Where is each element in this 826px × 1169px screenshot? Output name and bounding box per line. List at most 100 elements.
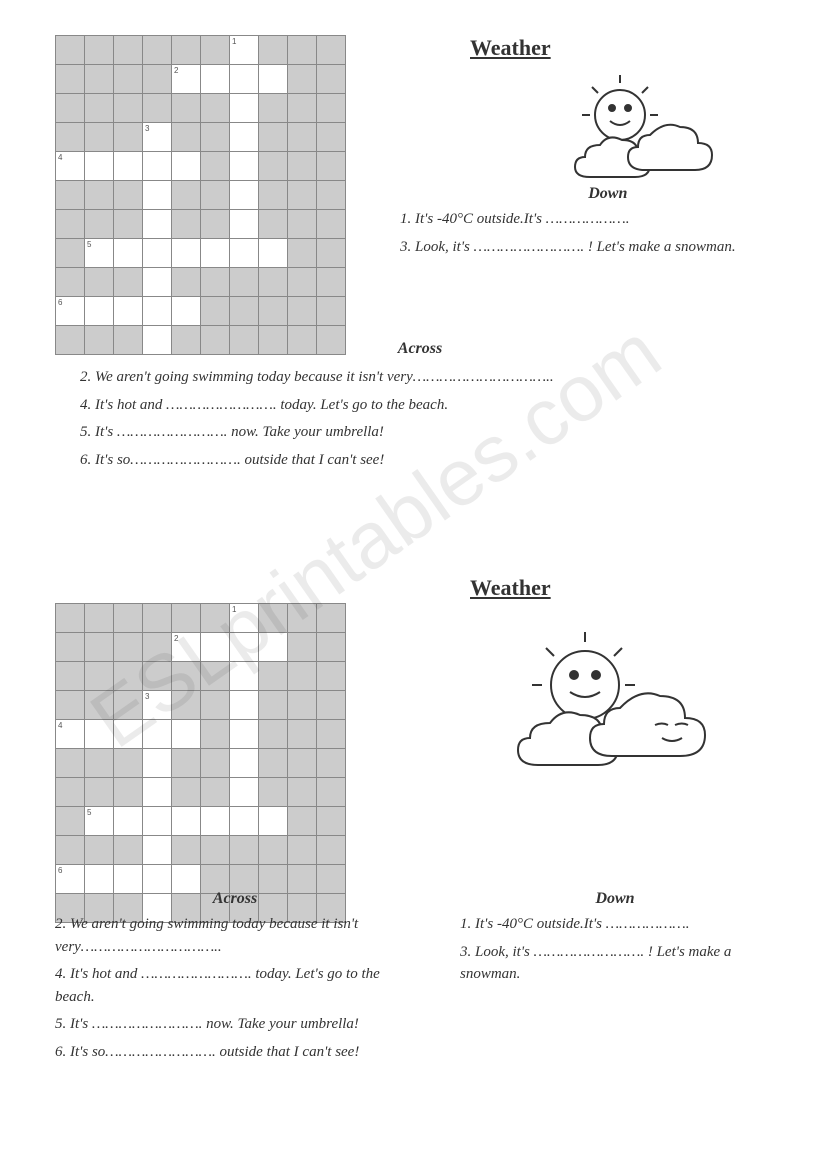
- grid-cell: [201, 94, 230, 123]
- grid-cell: [56, 633, 85, 662]
- across-heading-2: Across: [55, 890, 415, 908]
- grid-cell: [85, 604, 114, 633]
- grid-cell: [288, 94, 317, 123]
- grid-cell: [230, 633, 259, 662]
- grid-cell: [317, 807, 346, 836]
- grid-cell: [56, 268, 85, 297]
- grid-cell: [85, 36, 114, 65]
- grid-cell: 6: [56, 297, 85, 326]
- grid-cell: [259, 239, 288, 268]
- grid-cell: [201, 152, 230, 181]
- grid-cell: [317, 749, 346, 778]
- grid-cell: [85, 94, 114, 123]
- grid-cell: 2: [172, 65, 201, 94]
- title-2: Weather: [470, 575, 551, 601]
- grid-cell: [317, 604, 346, 633]
- grid-cell: [259, 181, 288, 210]
- across-heading-1: Across: [290, 340, 550, 358]
- grid-cell: [317, 720, 346, 749]
- grid-cell: [259, 691, 288, 720]
- grid-cell: [56, 807, 85, 836]
- grid-cell: [317, 268, 346, 297]
- grid-cell: [201, 65, 230, 94]
- grid-cell: [201, 297, 230, 326]
- grid-cell: [143, 807, 172, 836]
- grid-cell: [85, 65, 114, 94]
- grid-cell: [143, 297, 172, 326]
- grid-cell: [230, 94, 259, 123]
- grid-cell: [143, 36, 172, 65]
- grid-cell: [114, 297, 143, 326]
- grid-cell: [172, 662, 201, 691]
- grid-cell: [85, 181, 114, 210]
- grid-cell: [317, 181, 346, 210]
- grid-cell: [56, 65, 85, 94]
- grid-cell: [143, 239, 172, 268]
- across-clue-1-2: 4. It's hot and ……………………. today. Let's g…: [80, 394, 760, 417]
- grid-cell: [172, 239, 201, 268]
- grid-cell: [259, 268, 288, 297]
- grid-cell: [201, 836, 230, 865]
- grid-cell: [201, 633, 230, 662]
- grid-cell: [114, 181, 143, 210]
- grid-cell: [172, 123, 201, 152]
- grid-cell: 1: [230, 36, 259, 65]
- grid-cell: [259, 65, 288, 94]
- grid-cell: [201, 662, 230, 691]
- grid-cell: [172, 210, 201, 239]
- down-clue-1-1: 1. It's -40°C outside.It's ……………….: [400, 208, 736, 231]
- grid-cell: [288, 691, 317, 720]
- grid-cell: [56, 36, 85, 65]
- grid-cell: [288, 778, 317, 807]
- grid-cell: [56, 778, 85, 807]
- grid-cell: [230, 691, 259, 720]
- grid-cell: [114, 720, 143, 749]
- across-clue-1-4: 6. It's so……………………. outside that I can't…: [80, 449, 760, 472]
- grid-cell: [201, 807, 230, 836]
- grid-cell: [259, 720, 288, 749]
- grid-cell: [172, 778, 201, 807]
- grid-cell: [114, 807, 143, 836]
- grid-cell: [114, 604, 143, 633]
- grid-cell: [114, 633, 143, 662]
- grid-cell: [317, 94, 346, 123]
- grid-cell: [317, 297, 346, 326]
- grid-cell: [230, 181, 259, 210]
- grid-cell: [172, 720, 201, 749]
- grid-cell: [85, 633, 114, 662]
- across-clue-1-1: 2. We aren't going swimming today becaus…: [80, 366, 760, 389]
- grid-cell: [259, 297, 288, 326]
- grid-cell: [143, 210, 172, 239]
- grid-cell: [317, 65, 346, 94]
- grid-cell: 2: [172, 633, 201, 662]
- down-clue-1-2: 3. Look, it's ……………………. ! Let's make a s…: [400, 236, 736, 259]
- crossword-grid-2: 123456: [55, 603, 346, 923]
- grid-cell: [288, 181, 317, 210]
- grid-cell: [201, 123, 230, 152]
- down-heading-1: Down: [480, 185, 736, 203]
- grid-cell: [288, 720, 317, 749]
- grid-cell: [143, 604, 172, 633]
- grid-cell: [317, 836, 346, 865]
- grid-cell: [288, 633, 317, 662]
- grid-cell: [230, 297, 259, 326]
- grid-cell: [172, 181, 201, 210]
- grid-cell: [85, 152, 114, 181]
- grid-cell: [259, 94, 288, 123]
- grid-cell: [230, 749, 259, 778]
- grid-cell: [85, 778, 114, 807]
- grid-cell: 4: [56, 152, 85, 181]
- grid-cell: [143, 720, 172, 749]
- grid-cell: [259, 36, 288, 65]
- grid-cell: [172, 807, 201, 836]
- grid-cell: [288, 268, 317, 297]
- grid-cell: [201, 210, 230, 239]
- grid-cell: [56, 662, 85, 691]
- grid-cell: [85, 268, 114, 297]
- grid-cell: [56, 836, 85, 865]
- grid-cell: [143, 836, 172, 865]
- grid-cell: [317, 691, 346, 720]
- grid-cell: [85, 297, 114, 326]
- grid-cell: [114, 36, 143, 65]
- grid-cell: [56, 123, 85, 152]
